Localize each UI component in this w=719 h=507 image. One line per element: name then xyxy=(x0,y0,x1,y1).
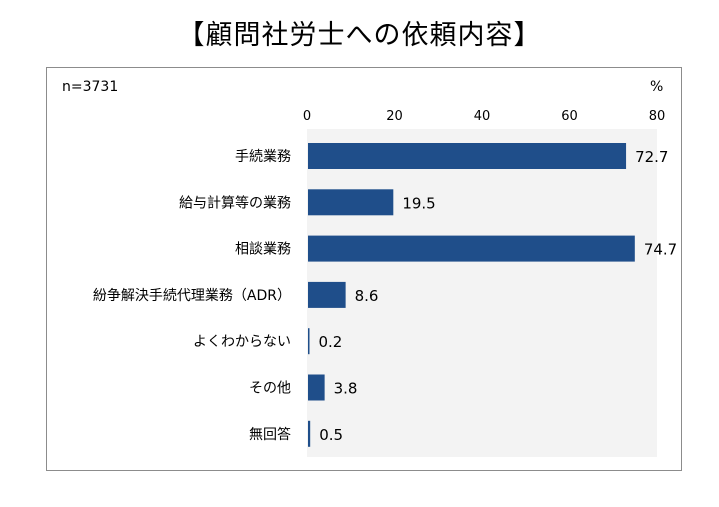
x-tick-label: 20 xyxy=(386,109,403,124)
x-tick-label: 0 xyxy=(303,109,311,124)
category-label: 給与計算等の業務 xyxy=(179,194,291,211)
bar xyxy=(308,143,627,169)
bar xyxy=(308,420,311,447)
chart-title: 【顧問社労士への依頼内容】 xyxy=(177,20,542,51)
category-label: 相談業務 xyxy=(235,242,291,258)
category-label: 手続業務 xyxy=(235,148,291,165)
unit-label: % xyxy=(650,79,664,95)
bar xyxy=(308,235,635,262)
data-label: 0.5 xyxy=(319,426,343,444)
x-tick-label: 60 xyxy=(561,109,578,124)
bar xyxy=(308,328,310,355)
data-label: 19.5 xyxy=(402,194,435,212)
data-label: 0.2 xyxy=(319,333,343,351)
data-label: 72.7 xyxy=(635,148,668,166)
x-tick-label: 40 xyxy=(474,109,491,124)
category-label: よくわからない xyxy=(193,334,291,350)
category-label: その他 xyxy=(249,381,291,397)
plot-area xyxy=(307,129,657,457)
bar xyxy=(308,374,325,401)
bar xyxy=(308,281,346,308)
data-label: 3.8 xyxy=(334,380,358,398)
data-label: 8.6 xyxy=(355,287,379,305)
x-tick-label: 80 xyxy=(649,109,666,124)
sample-size-label: n=3731 xyxy=(62,79,119,95)
category-label: 紛争解決手続代理業務（ADR） xyxy=(93,287,291,304)
data-label: 74.7 xyxy=(644,241,677,259)
bar xyxy=(308,189,394,216)
category-label: 無回答 xyxy=(249,426,291,443)
